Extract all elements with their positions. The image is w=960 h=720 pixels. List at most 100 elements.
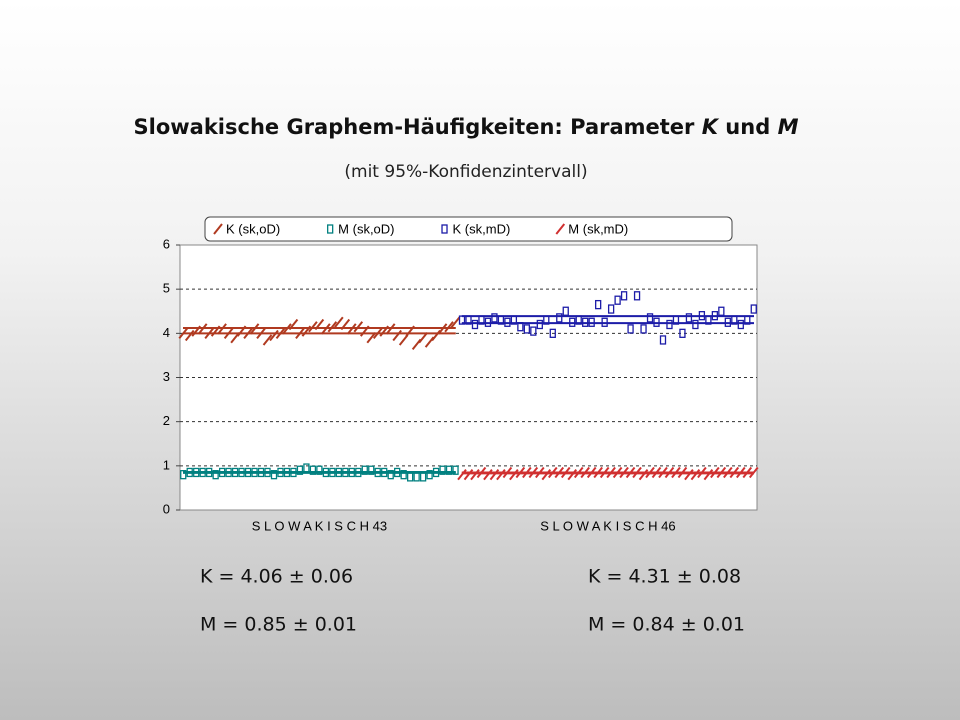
point [374, 467, 381, 478]
point [206, 467, 213, 478]
point [366, 332, 377, 344]
point [484, 317, 492, 327]
y-tick-label: 0 [163, 501, 170, 516]
point [186, 467, 193, 478]
y-tick-label: 1 [163, 457, 170, 472]
point [548, 466, 558, 479]
point [543, 315, 550, 325]
group-label: S L O W A K I S C H 46 [540, 518, 675, 533]
point [620, 291, 628, 301]
point [218, 467, 226, 478]
legend [204, 216, 733, 242]
point [290, 467, 297, 478]
point [522, 466, 532, 479]
legend-label: M (sk,oD) [338, 221, 394, 236]
point [748, 466, 759, 479]
point [638, 469, 649, 481]
y-tick-label: 6 [163, 236, 170, 251]
point [334, 316, 344, 328]
point [432, 467, 440, 478]
point [309, 465, 317, 475]
point [718, 306, 725, 316]
point [659, 335, 667, 345]
point [256, 327, 266, 339]
point [418, 332, 428, 344]
point [697, 466, 707, 479]
point [308, 321, 318, 333]
y-tick-label: 4 [163, 325, 170, 340]
point [197, 323, 208, 335]
point [607, 304, 615, 314]
point [541, 469, 552, 481]
point [504, 317, 511, 327]
point [470, 469, 480, 481]
point [458, 315, 466, 325]
point [586, 466, 597, 479]
point [407, 472, 414, 482]
point [556, 313, 563, 323]
point [580, 466, 590, 479]
point [536, 319, 543, 330]
point [301, 325, 312, 337]
point [348, 467, 355, 478]
point [353, 321, 364, 333]
point [236, 325, 247, 337]
point [509, 469, 519, 481]
point [295, 327, 305, 339]
point [588, 317, 595, 327]
y-tick-label: 3 [163, 369, 170, 384]
point [368, 465, 375, 475]
point [633, 291, 641, 301]
legend-swatch [213, 223, 223, 235]
point [502, 466, 513, 479]
point [439, 465, 446, 475]
point [288, 318, 299, 331]
point [450, 316, 461, 328]
point [679, 328, 686, 338]
point [191, 325, 201, 337]
legend-label: K (sk,oD) [226, 221, 280, 236]
point [244, 467, 252, 478]
title-part: K [702, 115, 720, 139]
point [640, 324, 647, 334]
point [329, 467, 336, 478]
point [684, 469, 694, 481]
point [385, 323, 396, 335]
point [736, 466, 746, 479]
point [690, 469, 701, 481]
point [710, 466, 720, 479]
point [575, 315, 582, 325]
point [705, 315, 712, 325]
point [645, 466, 655, 479]
point [303, 463, 310, 473]
point [711, 311, 719, 321]
title-part: Slowakische Graphem-Häufigkeiten: Parame… [134, 115, 702, 139]
point [405, 325, 415, 337]
point [491, 313, 498, 323]
point [387, 470, 394, 480]
point [496, 469, 506, 481]
stat-label: M = 0.84 ± 0.01 [588, 614, 745, 636]
point [452, 465, 459, 475]
point [262, 334, 273, 346]
point [264, 467, 271, 478]
point [223, 327, 234, 339]
point [666, 319, 673, 330]
point [314, 318, 325, 331]
point [199, 467, 206, 478]
point [321, 323, 331, 335]
point [437, 323, 448, 335]
point [595, 299, 602, 310]
point [672, 315, 680, 325]
stat-label: M = 0.85 ± 0.01 [200, 614, 357, 636]
point [210, 325, 221, 337]
point [184, 329, 195, 342]
point [627, 324, 634, 334]
point [632, 466, 642, 479]
point [238, 467, 245, 478]
point [560, 466, 571, 479]
point [614, 295, 621, 305]
point [269, 329, 279, 342]
point [275, 327, 286, 339]
